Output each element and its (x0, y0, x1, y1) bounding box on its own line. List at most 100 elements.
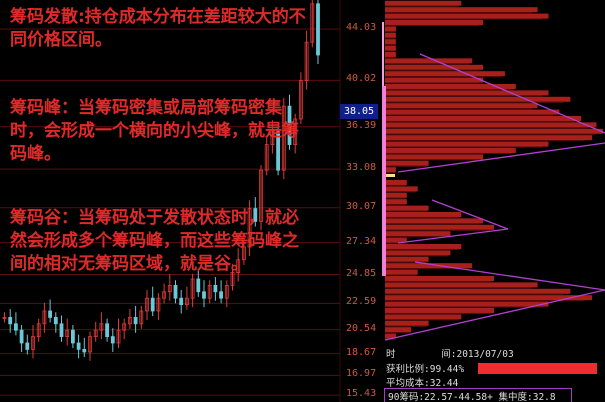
candle-body (116, 329, 121, 344)
candle-body (253, 208, 258, 222)
chip-bar (385, 211, 462, 217)
candle-body (76, 342, 81, 350)
chip-bar-gap (385, 332, 411, 334)
candle-body (42, 310, 47, 325)
chip-bar (385, 154, 484, 160)
chip-bar-gap (385, 261, 427, 263)
candle-body (179, 297, 184, 305)
candle-body (31, 336, 35, 350)
chip-bar (385, 333, 396, 339)
chip-bar (385, 327, 412, 333)
chip-bar (385, 231, 451, 237)
cost-line (382, 22, 384, 86)
y-tick-label: 44.03 (346, 22, 377, 33)
chip-bar-gap (385, 216, 459, 218)
chip-bar-gap (385, 274, 417, 276)
candle-body (25, 342, 30, 350)
chip-bar-gap (385, 127, 589, 129)
chip-bar-gap (385, 37, 396, 39)
chip-bar-gap (385, 280, 490, 282)
chip-bar-gap (385, 5, 459, 7)
candle-body (8, 316, 13, 325)
chip-bar (385, 103, 538, 109)
chip-bar (385, 39, 396, 45)
candle-body (13, 323, 18, 331)
chip-bar (385, 288, 571, 294)
chip-bar (385, 282, 538, 288)
candle-body (173, 284, 178, 299)
candle-body (99, 323, 104, 331)
chip-bar (385, 7, 538, 13)
chip-bar (385, 192, 407, 198)
chip-bar-gap (385, 197, 406, 199)
candle-body (145, 297, 149, 312)
chip-bar (385, 256, 429, 262)
chip-bar-gap (385, 108, 532, 110)
candle-body (304, 41, 309, 81)
chip-bar-gap (385, 69, 480, 71)
candle-body (167, 284, 172, 293)
chip-bar-gap (385, 293, 564, 295)
chip-bar-gap (385, 319, 459, 321)
chip-bar-gap (385, 12, 532, 14)
chip-bar (385, 26, 396, 32)
chip-bar-gap (385, 114, 553, 116)
chip-bar-gap (385, 172, 396, 174)
chip-bar (385, 314, 462, 320)
chip-bar-gap (385, 236, 448, 238)
candle-body (316, 3, 320, 56)
chip-bar-gap (385, 120, 574, 122)
chip-bar (385, 269, 418, 275)
chip-bar-gap (385, 31, 396, 33)
candle-body (281, 105, 286, 171)
chip-peak-envelope-line (431, 199, 509, 230)
y-tick-label: 16.97 (346, 368, 377, 380)
chip-bar-gap (385, 325, 427, 327)
chip-bar (385, 250, 451, 256)
chip-bar (385, 19, 484, 25)
chip-bar (385, 32, 396, 38)
chip-bar (385, 147, 516, 153)
chip-peak-envelope-line (414, 261, 605, 291)
candle-body (71, 329, 75, 344)
candle-body (65, 329, 70, 337)
candle-body (298, 80, 303, 120)
chip-bar-gap (385, 268, 469, 270)
chip-bar-gap (385, 300, 585, 302)
chip-bar-gap (385, 242, 406, 244)
chip-bar (385, 224, 494, 230)
candle-body (53, 316, 58, 325)
chip-bar (385, 77, 484, 83)
candle-body (213, 284, 218, 293)
note-chip-divergence: 筹码发散:持仓成本分布在差距较大的不同价格区间。 (10, 7, 306, 50)
chip-bar (385, 109, 560, 115)
current-price-marker (386, 174, 395, 177)
chip-bar (385, 64, 484, 70)
chip-peak-envelope-line (397, 142, 605, 173)
candle-body (110, 336, 115, 344)
chip-bar-gap (385, 255, 448, 257)
chip-bar-gap (385, 88, 511, 90)
chip-bar (385, 115, 582, 121)
chip-bar-gap (385, 44, 396, 46)
candle-body (259, 169, 263, 222)
candle-body (264, 144, 269, 171)
chip-bar-gap (385, 306, 543, 308)
candle-body (36, 323, 41, 337)
chip-bar (385, 275, 494, 281)
candle-body (196, 278, 201, 293)
chip-bar (385, 218, 484, 224)
y-tick-label: 33.08 (346, 162, 377, 174)
chip-bar (385, 205, 429, 211)
candle-body (122, 323, 127, 331)
chip-bar-gap (385, 50, 396, 52)
chip-bar (385, 122, 597, 128)
candle-body (127, 316, 132, 325)
candle-body (150, 297, 155, 312)
candle-body (247, 208, 252, 248)
chip-bar (385, 83, 516, 89)
candle-body (276, 131, 281, 171)
chip-bar-gap (385, 82, 480, 84)
